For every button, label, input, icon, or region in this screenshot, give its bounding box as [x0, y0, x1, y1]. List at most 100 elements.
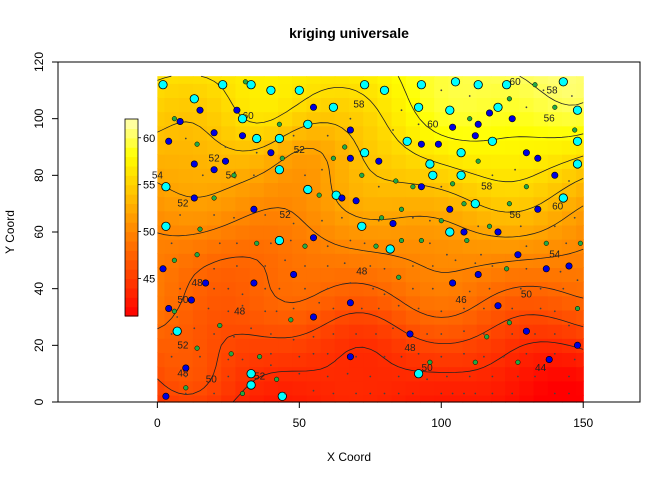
sample-point-small — [568, 180, 570, 182]
heat-cell — [221, 253, 237, 269]
heat-cell — [306, 210, 322, 226]
heat-cell — [207, 253, 222, 269]
heat-cell — [533, 97, 549, 113]
heat-cell — [306, 281, 322, 297]
heat-cell — [292, 267, 308, 283]
sample-point-green — [572, 127, 578, 133]
heat-cell — [561, 111, 577, 127]
heat-cell — [164, 366, 180, 382]
sample-point-green — [171, 308, 177, 314]
heat-cell — [576, 139, 584, 155]
heat-cell — [278, 295, 293, 311]
sample-point-small — [377, 307, 380, 310]
sample-point-small — [488, 287, 491, 290]
heat-cell — [178, 210, 194, 226]
sample-point-small — [332, 392, 335, 395]
sample-point-green — [577, 240, 583, 246]
sample-point-green — [279, 155, 285, 161]
sample-point-small — [264, 310, 267, 313]
sample-point-small — [170, 355, 173, 358]
heat-cell — [164, 76, 180, 84]
sample-point-small — [241, 293, 244, 296]
heat-cell — [157, 210, 166, 226]
sample-point-small — [431, 287, 434, 290]
sample-point-small — [213, 267, 216, 270]
heat-cell — [192, 168, 208, 184]
sample-point-blue — [165, 137, 173, 145]
sample-point-blue — [474, 270, 482, 278]
heat-cell — [419, 338, 435, 354]
heat-cell — [448, 352, 464, 368]
heat-cell — [178, 309, 194, 325]
heat-cell — [157, 111, 166, 127]
heat-cell — [547, 239, 563, 254]
sample-point-cyan — [237, 114, 248, 124]
heat-cell — [221, 196, 237, 212]
sample-point-blue — [534, 154, 542, 162]
heat-cell — [278, 352, 293, 368]
heat-cell — [363, 309, 378, 325]
heat-cell — [405, 168, 421, 184]
sample-point-small — [440, 185, 443, 188]
heat-cell — [164, 309, 180, 325]
heat-cell — [192, 295, 208, 311]
sample-point-small — [278, 287, 281, 290]
legend-frame — [124, 118, 139, 317]
sample-point-small — [236, 242, 238, 245]
heat-cell — [306, 380, 322, 396]
heat-cell — [561, 182, 577, 198]
sample-point-green — [450, 181, 456, 187]
heat-cell — [547, 281, 563, 297]
heat-cell — [519, 338, 535, 354]
heat-cell — [448, 210, 464, 226]
contour-label: 54 — [152, 170, 164, 181]
sample-point-small — [255, 151, 258, 154]
heat-cell — [178, 125, 194, 141]
sample-point-cyan — [379, 85, 390, 95]
heat-cell — [561, 267, 577, 283]
heat-cell — [221, 139, 237, 155]
heat-cell — [334, 309, 350, 325]
heat-cell — [292, 239, 308, 254]
heat-cell — [157, 239, 166, 254]
heat-cell — [405, 76, 421, 84]
sample-point-green — [171, 116, 177, 122]
sample-point-blue — [309, 234, 317, 242]
heat-cell — [490, 182, 506, 198]
heat-cell — [207, 295, 222, 311]
heat-cell — [157, 139, 166, 155]
legend-swatch — [125, 278, 138, 289]
sample-point-small — [326, 134, 329, 137]
sample-point-small — [463, 307, 465, 310]
heat-cell — [476, 352, 492, 368]
heat-cell — [419, 309, 435, 325]
heat-cell — [490, 394, 506, 403]
sample-point-green — [316, 192, 322, 198]
contour-label: 58 — [546, 85, 558, 96]
sample-point-small — [355, 355, 357, 358]
heat-cell — [306, 196, 322, 212]
x-axis-title: X Coord — [327, 450, 371, 464]
heat-cell — [349, 394, 364, 403]
heat-cell — [334, 324, 350, 339]
heat-cell — [164, 125, 180, 141]
heat-cell — [434, 352, 449, 368]
heat-cell — [249, 239, 265, 254]
sample-point-blue — [202, 279, 210, 287]
sample-point-cyan — [572, 159, 583, 169]
sample-point-small — [292, 307, 295, 310]
heat-cell — [334, 352, 350, 368]
contour-line — [157, 256, 584, 330]
sample-point-small — [284, 259, 286, 262]
heat-cell — [263, 239, 279, 254]
sample-point-small — [511, 333, 514, 335]
heat-cell — [519, 139, 535, 155]
heat-cell — [164, 352, 180, 368]
heat-cell — [178, 196, 194, 212]
heat-cell — [334, 83, 350, 99]
color-legend: 45 50 55 60 — [124, 118, 155, 317]
heat-cell — [157, 324, 166, 339]
sample-point-blue — [446, 205, 454, 213]
sample-point-small — [553, 310, 556, 313]
sample-point-blue — [290, 270, 298, 278]
